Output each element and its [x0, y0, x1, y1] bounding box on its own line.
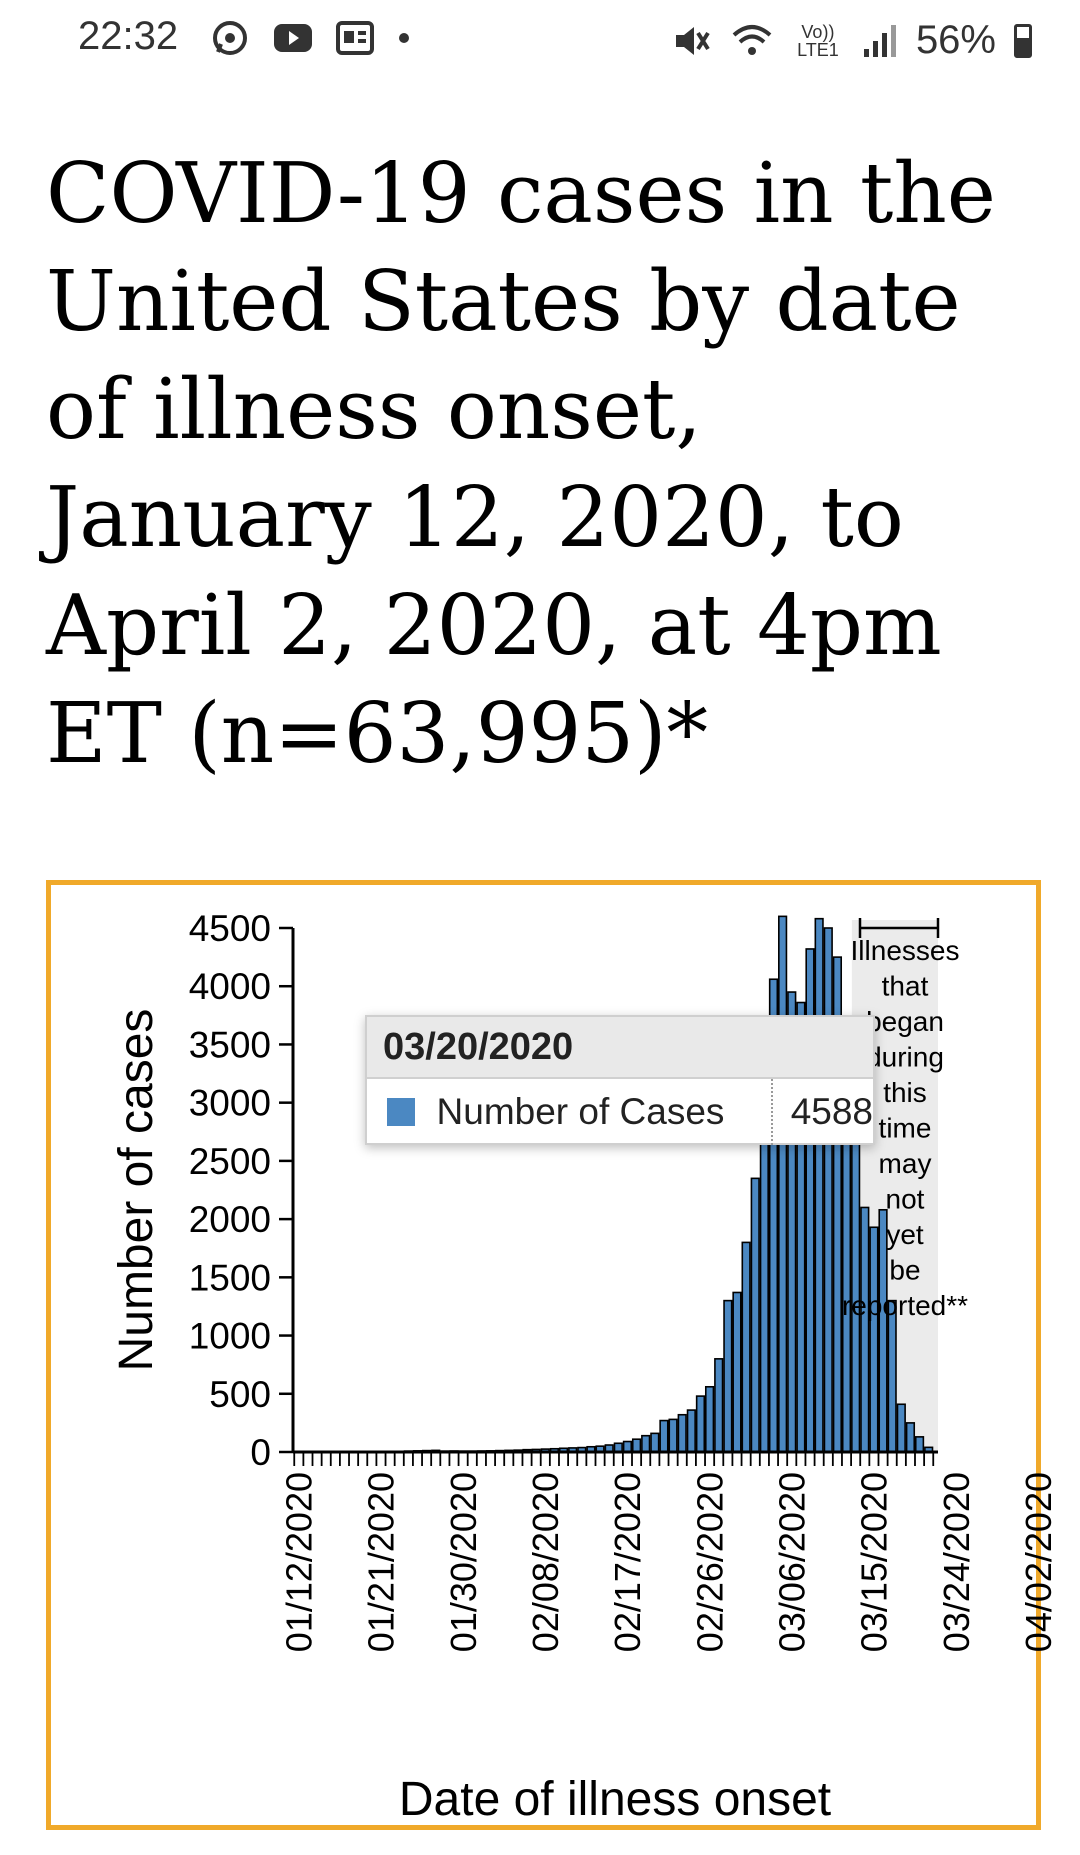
- bar: [914, 1436, 925, 1453]
- chart-tooltip: 03/20/2020 Number of Cases 4588: [365, 1015, 875, 1145]
- bar: [887, 1299, 897, 1453]
- y-tick-label: 1000: [189, 1316, 271, 1357]
- annotation-text: not: [886, 1184, 925, 1215]
- bar: [650, 1432, 660, 1453]
- tooltip-date: 03/20/2020: [367, 1017, 873, 1079]
- bar: [860, 1206, 870, 1453]
- y-tick-label: 4000: [189, 966, 271, 1007]
- bar: [659, 1419, 669, 1453]
- x-tick-label: 02/17/2020: [607, 1472, 648, 1652]
- bar: [714, 1358, 724, 1453]
- wifi-icon: [732, 24, 772, 55]
- x-axis-title: Date of illness onset: [399, 1773, 831, 1826]
- y-tick-label: 2000: [189, 1199, 271, 1240]
- bar: [750, 1177, 760, 1453]
- x-tick-label: 03/15/2020: [854, 1472, 895, 1652]
- battery-percentage: 56%: [915, 18, 996, 62]
- x-tick-label: 03/06/2020: [772, 1472, 813, 1652]
- status-time: 22:32: [78, 14, 179, 58]
- bar: [732, 1291, 742, 1453]
- annotation-text: during: [866, 1042, 944, 1073]
- y-tick-label: 2500: [189, 1141, 271, 1182]
- bar: [741, 1241, 751, 1453]
- x-tick-label: 02/08/2020: [525, 1472, 566, 1652]
- bar: [778, 915, 788, 1453]
- bar: [641, 1434, 651, 1453]
- status-icons-left: [210, 18, 412, 58]
- bar: [905, 1422, 916, 1453]
- y-tick-label: 1500: [189, 1257, 271, 1298]
- y-tick-label: 3500: [189, 1024, 271, 1065]
- annotation-text: began: [866, 1006, 944, 1037]
- bar: [631, 1438, 642, 1453]
- y-axis-title: Number of cases: [110, 1009, 163, 1372]
- annotation-text: reported**: [842, 1290, 968, 1321]
- tooltip-value: 4588: [790, 1091, 873, 1132]
- y-tick-label: 4500: [189, 908, 271, 949]
- bar: [823, 927, 833, 1453]
- dot-icon: [399, 33, 409, 43]
- bar: [686, 1409, 696, 1453]
- annotation-text: may: [879, 1148, 932, 1179]
- bar: [851, 1115, 861, 1453]
- bar: [869, 1226, 879, 1453]
- bar: [814, 917, 824, 1453]
- x-tick-label: 04/02/2020: [1018, 1472, 1059, 1652]
- bar: [677, 1413, 687, 1453]
- y-tick-label: 0: [250, 1432, 271, 1473]
- signal-icon: [863, 24, 896, 57]
- battery-icon: [1014, 23, 1032, 58]
- x-tick-label: 01/30/2020: [443, 1472, 484, 1652]
- mute-icon: [675, 26, 710, 55]
- bar: [759, 1104, 769, 1453]
- tooltip-label: Number of Cases: [437, 1079, 773, 1145]
- y-tick-label: 3000: [189, 1083, 271, 1124]
- annotation-text: be: [889, 1255, 920, 1286]
- whatsapp-icon: [213, 21, 247, 55]
- bar: [704, 1385, 715, 1453]
- bar: [695, 1395, 706, 1453]
- bar: [668, 1418, 678, 1453]
- bar: [723, 1299, 733, 1453]
- annotation-text: that: [882, 971, 929, 1002]
- annotation-text: this: [883, 1077, 927, 1108]
- annotation-text: yet: [886, 1219, 924, 1250]
- page-title: COVID-19 cases in the United States by d…: [46, 145, 996, 782]
- x-tick-label: 03/24/2020: [936, 1472, 977, 1652]
- status-icons-right: Vo)) LTE1 56%: [672, 18, 1032, 63]
- tooltip-swatch: [387, 1098, 415, 1126]
- x-tick-label: 01/21/2020: [361, 1472, 402, 1652]
- tooltip-row: Number of Cases 4588: [367, 1079, 873, 1145]
- chart-frame: [46, 880, 1041, 1830]
- x-tick-label: 01/12/2020: [279, 1472, 320, 1652]
- news-icon: [336, 21, 374, 55]
- annotation-text: Illnesses: [851, 935, 960, 966]
- bar: [622, 1440, 633, 1453]
- bar: [896, 1403, 906, 1453]
- y-tick-label: 500: [209, 1374, 271, 1415]
- status-bar: 22:32 Vo)) LTE1 56%: [0, 0, 1080, 84]
- network-label: Vo)) LTE1: [797, 21, 839, 60]
- annotation-text: time: [879, 1113, 932, 1144]
- youtube-icon: [274, 24, 312, 52]
- x-tick-label: 02/26/2020: [689, 1472, 730, 1652]
